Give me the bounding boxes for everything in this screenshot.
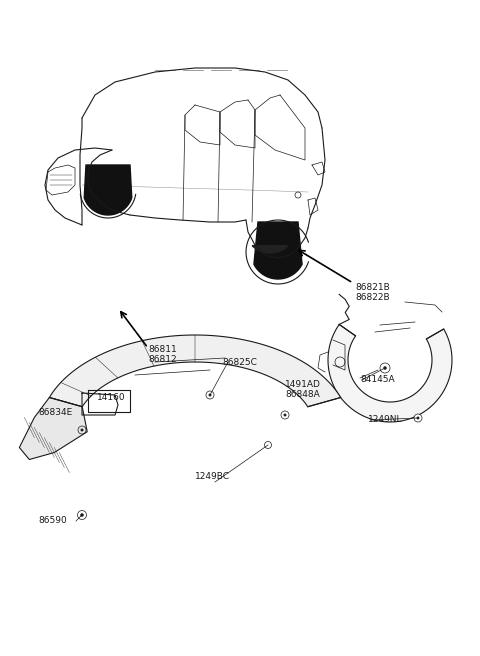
- Text: 86811: 86811: [148, 345, 177, 354]
- Circle shape: [81, 514, 84, 516]
- Text: 86834E: 86834E: [38, 408, 72, 417]
- Polygon shape: [328, 325, 452, 422]
- Text: 86825C: 86825C: [222, 358, 257, 367]
- Polygon shape: [49, 335, 341, 407]
- Text: 86821B: 86821B: [355, 283, 390, 292]
- Text: 14160: 14160: [97, 393, 126, 402]
- Circle shape: [414, 414, 422, 422]
- Circle shape: [81, 429, 83, 431]
- Text: 1249BC: 1249BC: [195, 472, 230, 481]
- Circle shape: [209, 394, 211, 396]
- Polygon shape: [252, 245, 288, 253]
- Text: 86848A: 86848A: [285, 390, 320, 399]
- Text: 1491AD: 1491AD: [285, 380, 321, 389]
- Circle shape: [284, 414, 286, 416]
- Polygon shape: [84, 165, 132, 215]
- Text: 86812: 86812: [148, 355, 177, 364]
- Text: 86590: 86590: [38, 516, 67, 525]
- Text: 86822B: 86822B: [355, 293, 390, 302]
- Circle shape: [384, 367, 386, 369]
- Text: 1249NL: 1249NL: [368, 415, 403, 424]
- Polygon shape: [254, 222, 302, 279]
- Text: 84145A: 84145A: [360, 375, 395, 384]
- Polygon shape: [19, 398, 87, 459]
- Circle shape: [417, 417, 419, 419]
